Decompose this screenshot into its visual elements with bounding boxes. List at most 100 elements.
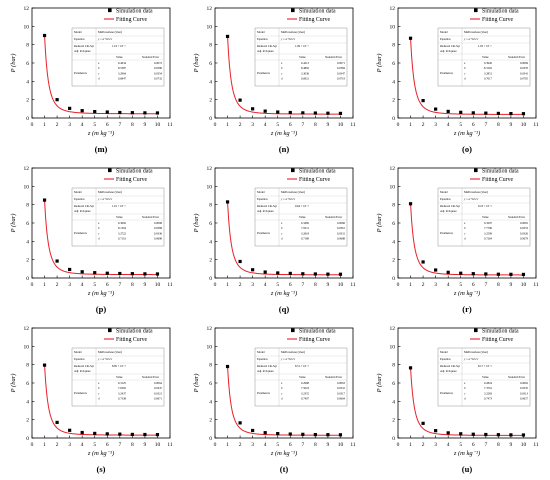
panel-label: (t) bbox=[280, 464, 289, 474]
table-r2-label: Adj. R-Square bbox=[74, 209, 91, 213]
table-chisq-value: 9.23 × 10⁻⁴ bbox=[478, 204, 492, 208]
y-tick-label: 8 bbox=[392, 363, 395, 369]
table-value-header: Value bbox=[482, 55, 489, 59]
data-point bbox=[338, 272, 343, 276]
table-value-header: Value bbox=[482, 375, 489, 379]
table-param-value: 0.6847 bbox=[118, 77, 127, 81]
y-tick-label: 12 bbox=[24, 6, 30, 12]
x-tick-label: 11 bbox=[533, 122, 539, 128]
table-equation-label: Equation bbox=[257, 37, 268, 41]
data-point bbox=[509, 112, 513, 116]
x-tick-label: 8 bbox=[314, 122, 317, 128]
data-point bbox=[459, 110, 463, 114]
y-tick-label: 4 bbox=[26, 399, 29, 405]
y-tick-label: 10 bbox=[390, 344, 396, 350]
table-param-value: 7.6392 bbox=[118, 386, 127, 390]
table-param-error: 0.0679 bbox=[520, 237, 529, 241]
table-chisq-value: 9.64 × 10⁻⁴ bbox=[295, 204, 309, 208]
data-point bbox=[130, 432, 134, 437]
x-tick-label: 11 bbox=[350, 282, 356, 288]
table-model-value: MnPoweriese (User) bbox=[464, 350, 488, 354]
table-params-label: Parameters bbox=[257, 71, 271, 75]
table-param-name: c bbox=[281, 391, 283, 395]
data-point bbox=[68, 428, 72, 432]
panel-label: (r) bbox=[462, 304, 472, 314]
table-param-name: d bbox=[98, 397, 100, 401]
x-tick-label: 0 bbox=[397, 442, 400, 448]
x-tick-label: 6 bbox=[289, 282, 292, 288]
table-param-error: 0.0719 bbox=[337, 77, 346, 81]
table-param-value: 0.7101 bbox=[118, 237, 127, 241]
table-param-value: 8.1304 bbox=[118, 226, 127, 230]
x-tick-label: 10 bbox=[338, 122, 344, 128]
table-model-label: Model bbox=[440, 350, 448, 354]
y-axis-label: P (bar) bbox=[376, 214, 383, 234]
legend-marker bbox=[291, 328, 295, 333]
legend-marker bbox=[108, 328, 112, 333]
x-axis-label: z (m kg⁻¹) bbox=[270, 450, 297, 457]
data-point bbox=[326, 111, 330, 115]
data-point bbox=[496, 111, 500, 116]
y-tick-label: 6 bbox=[26, 61, 29, 67]
table-param-name: b bbox=[281, 66, 283, 70]
table-model-label: Model bbox=[440, 190, 448, 194]
y-tick-label: 4 bbox=[209, 239, 212, 245]
x-tick-label: 1 bbox=[43, 282, 46, 288]
y-tick-label: 4 bbox=[209, 79, 212, 85]
data-point bbox=[471, 432, 475, 436]
x-tick-label: 4 bbox=[264, 122, 267, 128]
fit-table bbox=[254, 347, 348, 407]
table-param-value: 0.6921 bbox=[301, 77, 310, 81]
table-param-error: 0.0657 bbox=[520, 397, 529, 401]
x-tick-label: 11 bbox=[167, 442, 173, 448]
x-tick-label: 2 bbox=[239, 122, 242, 128]
x-tick-label: 6 bbox=[289, 122, 292, 128]
table-param-value: 0.2968 bbox=[301, 381, 310, 385]
data-point bbox=[313, 433, 317, 437]
table-param-name: c bbox=[464, 231, 466, 235]
data-point bbox=[338, 433, 343, 437]
x-tick-label: 7 bbox=[301, 282, 304, 288]
data-point bbox=[496, 433, 500, 437]
data-point bbox=[263, 270, 267, 274]
x-tick-label: 4 bbox=[264, 282, 267, 288]
table-param-error: 0.0384 bbox=[337, 66, 346, 70]
y-tick-label: 10 bbox=[390, 184, 396, 190]
table-param-error: 0.0335 bbox=[520, 386, 529, 390]
data-point bbox=[225, 364, 230, 369]
table-equation-label: Equation bbox=[74, 37, 85, 41]
x-tick-label: 7 bbox=[484, 122, 487, 128]
data-point bbox=[225, 34, 230, 39]
table-param-value: 3.2964 bbox=[118, 71, 127, 75]
legend-marker bbox=[474, 8, 478, 13]
x-tick-label: 6 bbox=[289, 442, 292, 448]
data-point bbox=[421, 98, 425, 103]
legend-label-data: Simulation data bbox=[299, 169, 336, 175]
table-equation-value: y = a+b/x^c bbox=[463, 357, 479, 361]
legend-marker bbox=[474, 168, 478, 173]
table-error-header: Standard Error bbox=[508, 375, 525, 379]
data-point bbox=[521, 433, 526, 437]
table-param-value: 3.2722 bbox=[118, 231, 127, 235]
legend-label-data: Simulation data bbox=[482, 329, 519, 335]
fit-table bbox=[437, 27, 531, 87]
x-tick-label: 7 bbox=[301, 122, 304, 128]
table-param-error: 0.0361 bbox=[337, 226, 346, 230]
table-r2-label: Adj. R-Square bbox=[257, 369, 274, 373]
x-tick-label: 2 bbox=[422, 282, 425, 288]
data-point bbox=[509, 272, 513, 276]
table-chisq-value: 1.09 × 10⁻³ bbox=[295, 44, 309, 48]
table-equation-value: y = a+b/x^c bbox=[97, 357, 113, 361]
table-equation-value: y = a+b/x^c bbox=[97, 197, 113, 201]
y-tick-label: 10 bbox=[207, 344, 213, 350]
table-params-label: Parameters bbox=[74, 231, 88, 235]
table-param-name: c bbox=[98, 391, 100, 395]
y-tick-label: 8 bbox=[209, 43, 212, 49]
y-tick-label: 4 bbox=[209, 399, 212, 405]
table-chisq-value: 8.51 × 10⁻⁴ bbox=[295, 364, 309, 368]
table-param-value: 0.3482 bbox=[301, 221, 310, 225]
x-tick-label: 7 bbox=[484, 282, 487, 288]
data-point bbox=[288, 432, 292, 436]
